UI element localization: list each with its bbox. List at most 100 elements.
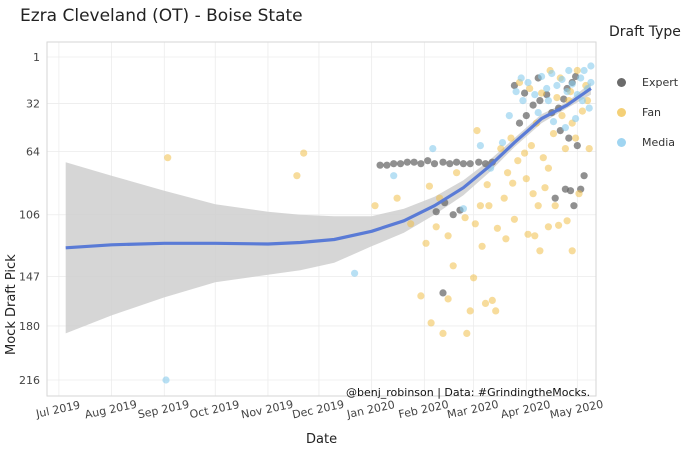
point-fan [555,221,563,229]
point-fan [463,329,471,337]
point-fan [507,134,515,142]
point-expert [453,158,461,166]
point-expert [475,158,483,166]
point-media [351,269,359,277]
trend-line-path [65,87,592,250]
point-fan [524,230,532,238]
point-media [565,66,573,75]
x-tick-label: Sep 2019 [137,398,191,422]
point-fan [488,296,496,304]
point-media [587,78,595,87]
point-media [549,118,558,126]
y-tick-label: 1 [33,51,40,64]
points [162,62,595,384]
point-fan [568,247,576,255]
point-expert [439,158,447,166]
point-media [429,145,437,153]
point-media [505,112,513,120]
point-fan [473,127,481,135]
point-fan [509,179,517,187]
point-fan [481,299,490,307]
point-fan [558,112,566,120]
point-media [578,97,587,105]
point-fan [541,184,549,192]
point-fan [422,239,430,247]
point-fan [534,202,542,210]
point-media [558,75,566,84]
x-tick-label: Aug 2019 [84,398,139,422]
y-tick-label: 64 [26,146,40,159]
y-axis: 1 32 64 106 147 180 216 [19,51,40,387]
legend-swatch-media [617,137,626,147]
point-media [577,74,585,82]
point-media [563,88,571,96]
point-fan [544,164,553,172]
point-media [544,97,553,105]
legend-item-media: Media [617,134,675,150]
legend-item-expert: Expert [617,74,678,90]
point-fan [514,157,522,165]
point-fan [444,232,452,240]
point-expert [446,160,454,168]
legend-title: Draft Type [609,24,681,40]
y-tick-label: 147 [19,270,40,283]
point-fan [539,154,547,162]
legend-label-media: Media [642,135,676,149]
point-media [572,115,580,123]
point-fan [417,292,425,300]
point-expert [522,112,530,120]
point-fan [500,194,508,202]
point-expert [424,157,432,165]
point-fan [439,329,447,337]
point-fan [470,274,478,282]
point-media [580,66,588,75]
point-expert [396,160,405,168]
point-fan [432,223,440,231]
point-fan [407,220,415,228]
point-fan [483,181,491,189]
point-fan [529,190,537,198]
x-tick-label: Feb 2020 [397,398,450,421]
point-expert [561,185,570,193]
point-fan [522,175,530,183]
point-expert [481,160,490,168]
x-tick-label: Oct 2019 [188,398,240,421]
point-fan [551,202,559,210]
x-axis-label: Date [306,432,338,447]
chart-title: Ezra Cleveland (OT) - Boise State [20,6,303,26]
point-fan [526,84,534,93]
legend-swatch-expert [617,77,626,87]
y-tick-label: 106 [19,209,40,222]
point-media [498,139,507,147]
point-fan [293,172,301,180]
x-tick-label: Dec 2019 [291,398,345,422]
point-fan [471,220,479,228]
point-expert [515,119,524,127]
point-fan [425,182,433,190]
point-media [517,74,525,82]
point-fan [164,154,172,162]
x-tick-label: Nov 2019 [240,398,295,422]
point-fan [510,215,518,223]
point-fan [527,142,536,150]
x-tick-label: Mar 2020 [446,398,500,422]
point-media [162,376,170,384]
point-media [568,80,576,88]
point-fan [504,169,512,177]
point-media [538,72,546,81]
point-fan [492,307,500,315]
point-fan [502,235,510,243]
point-fan [561,145,570,153]
legend-label-expert: Expert [642,75,679,89]
point-fan [427,319,435,327]
point-media [512,88,520,96]
chart-caption: @benj_robinson | Data: #GrindingtheMocks… [346,386,591,399]
point-media [587,62,595,70]
point-fan [444,295,452,303]
point-expert [466,160,474,168]
x-tick-label: Apr 2020 [500,398,552,421]
point-expert [390,160,398,168]
point-expert [439,289,447,297]
